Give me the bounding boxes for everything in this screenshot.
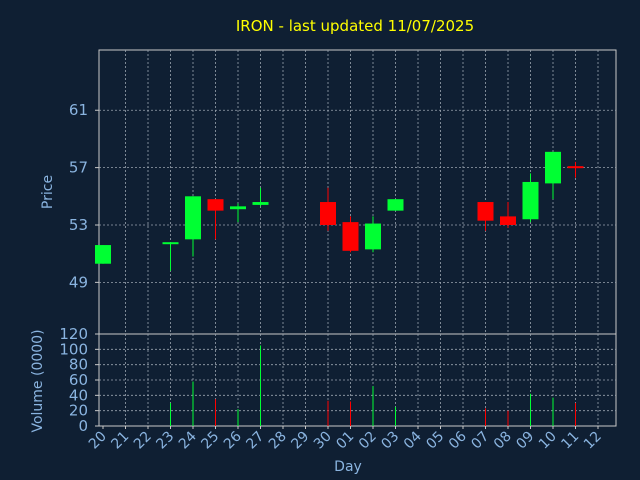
candle-body: [567, 166, 584, 169]
volume-y-tick-label: 0: [78, 417, 88, 435]
candle-body: [500, 216, 516, 225]
price-y-tick-label: 53: [69, 216, 88, 234]
candle-body: [387, 199, 404, 211]
price-y-tick-label: 57: [69, 159, 88, 177]
candle-body: [252, 202, 269, 205]
candle-body: [95, 245, 111, 264]
price-y-tick-label: 61: [69, 101, 88, 119]
candle-body: [207, 199, 224, 211]
x-tick-label: 28: [266, 429, 290, 453]
x-tick-label: 23: [153, 429, 177, 453]
x-tick-label: 02: [356, 429, 380, 453]
x-tick-label: 01: [333, 429, 357, 453]
candle-body: [342, 222, 359, 251]
x-tick-label: 08: [491, 429, 515, 453]
x-tick-label: 21: [108, 429, 132, 453]
candle-body: [545, 151, 561, 184]
x-tick-label: 20: [86, 429, 110, 453]
price-panel: 49 53 57 61: [69, 49, 617, 335]
x-axis-label: Day: [334, 459, 362, 475]
x-tick-label: 24: [176, 428, 200, 452]
x-tick-label: 30: [311, 429, 335, 453]
chart-title: IRON - last updated 11/07/2025: [236, 17, 474, 35]
candle-body: [365, 223, 381, 250]
volume-panel: 0204060801001202021222324252627282930010…: [59, 325, 617, 453]
x-tick-label: 26: [221, 428, 245, 452]
x-tick-label: 05: [423, 429, 447, 453]
price-axis-label: Price: [40, 175, 56, 209]
x-tick-label: 04: [401, 428, 425, 452]
x-tick-label: 29: [288, 429, 312, 453]
x-tick-label: 10: [536, 429, 560, 453]
x-tick-label: 25: [198, 429, 222, 453]
volume-y-tick-label: 60: [69, 371, 88, 389]
x-tick-label: 09: [513, 429, 537, 453]
candle-body: [162, 242, 179, 245]
candle-body: [320, 202, 336, 225]
x-tick-label: 27: [243, 429, 267, 453]
volume-y-tick-label: 100: [59, 340, 88, 358]
volume-y-tick-label: 120: [59, 325, 88, 343]
x-tick-label: 11: [558, 429, 582, 453]
volume-y-tick-label: 20: [69, 402, 88, 420]
x-tick-label: 06: [446, 428, 470, 452]
volume-axis-label: Volume (0000): [30, 329, 46, 432]
x-tick-label: 12: [581, 429, 605, 453]
x-tick-label: 22: [131, 429, 155, 453]
volume-y-tick-label: 80: [69, 356, 88, 374]
candle-body: [230, 206, 246, 210]
candle-body: [185, 196, 201, 240]
candle-body: [522, 181, 539, 220]
candle-body: [477, 202, 494, 221]
x-tick-label: 03: [378, 429, 402, 453]
price-y-tick-label: 49: [69, 273, 88, 291]
volume-y-tick-label: 40: [69, 386, 88, 404]
x-tick-label: 07: [468, 429, 492, 453]
